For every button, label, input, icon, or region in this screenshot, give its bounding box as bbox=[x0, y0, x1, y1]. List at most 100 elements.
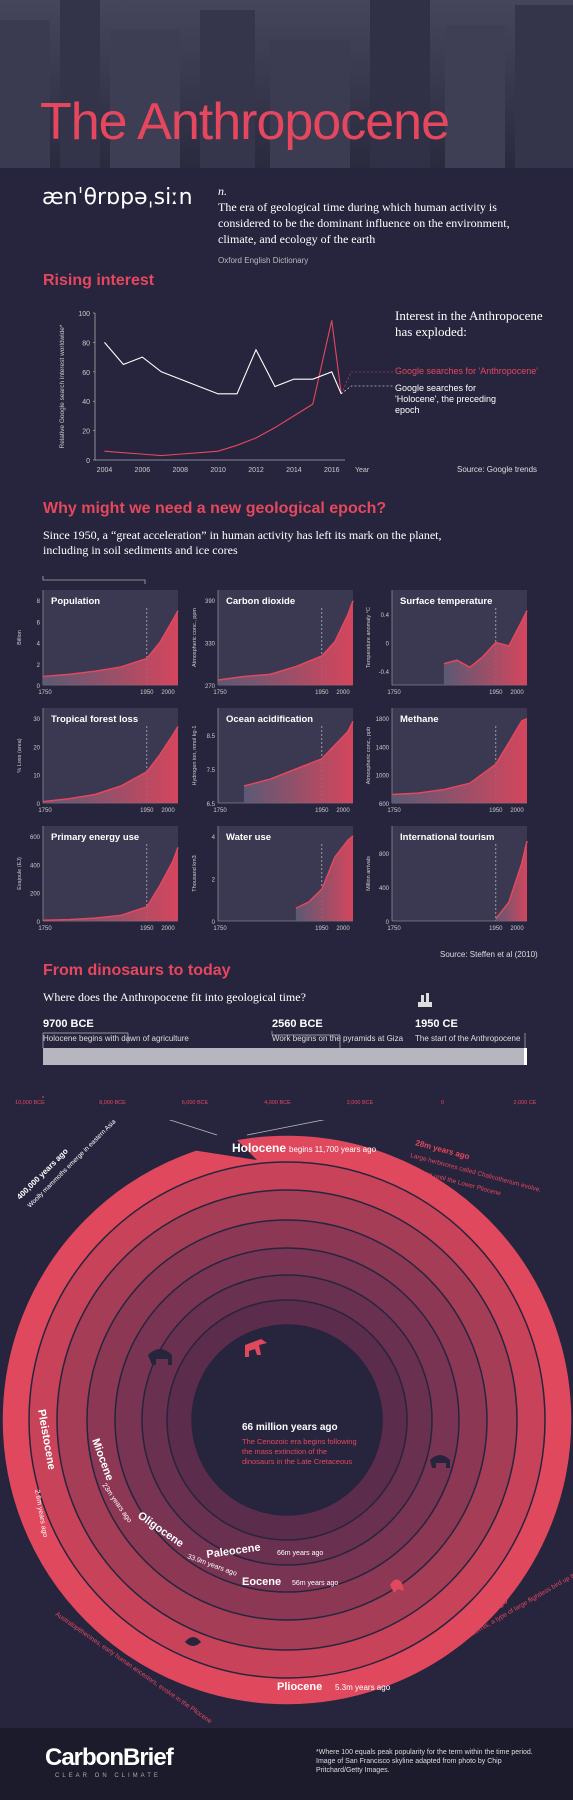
panel-x-tick: 1750 bbox=[387, 690, 401, 696]
axis-tick-label: 2,000 BCE bbox=[347, 1100, 374, 1106]
panel-area bbox=[43, 610, 178, 685]
panel-x-tick: 1750 bbox=[387, 808, 401, 814]
panel-x-tick: 1950 bbox=[489, 690, 503, 696]
event-holocene: 9700 BCE Holocene begins with dawn of ag… bbox=[43, 1018, 189, 1043]
axis-tick-label: 8,000 BCE bbox=[99, 1100, 126, 1106]
panel-y-label: % Loss (area) bbox=[17, 738, 23, 772]
x-tick-label: 2016 bbox=[324, 467, 340, 474]
panel-y-tick: 2 bbox=[37, 663, 41, 669]
panel-x-tick: 1950 bbox=[140, 808, 154, 814]
axis-tick-label: 0 bbox=[441, 1100, 444, 1106]
skull-icon bbox=[185, 1637, 201, 1646]
event-desc: Work begins on the pyramids at Giza bbox=[272, 1034, 404, 1043]
panel-y-tick: 270 bbox=[205, 684, 216, 690]
y-tick-label: 20 bbox=[82, 429, 90, 436]
panel-x-tick: 2000 bbox=[336, 926, 350, 932]
pliocene-sublabel: 5.3m years ago bbox=[335, 1683, 391, 1692]
epoch-heading: Why might we need a new geological epoch… bbox=[43, 500, 387, 517]
factory-icon bbox=[418, 993, 432, 1007]
panel-line bbox=[42, 610, 179, 678]
panel-x-tick: 2000 bbox=[336, 690, 350, 696]
panel-y-tick: 20 bbox=[33, 745, 40, 751]
epoch-source: Source: Steffen et al (2010) bbox=[440, 950, 538, 959]
panel-bg bbox=[392, 826, 527, 921]
panel-x-tick: 2000 bbox=[510, 926, 524, 932]
panel-title: Ocean acidification bbox=[226, 714, 313, 725]
panel-y-tick: 800 bbox=[379, 852, 390, 858]
rising-source: Source: Google trends bbox=[457, 465, 538, 474]
panel-line bbox=[295, 835, 354, 909]
panel-x-tick: 1750 bbox=[38, 926, 52, 932]
panel-line bbox=[243, 721, 354, 787]
x-tick-label: 2006 bbox=[135, 467, 151, 474]
panel-x-tick: 2000 bbox=[510, 690, 524, 696]
panel-x-tick: 1950 bbox=[315, 926, 329, 932]
legend-leader bbox=[341, 385, 393, 395]
geological-rings: Holocene begins 11,700 years agoPleistoce… bbox=[1, 1120, 573, 1725]
panel-y-tick: 0 bbox=[37, 802, 41, 808]
panel-y-tick: 0.4 bbox=[381, 613, 390, 619]
annotation-400k-desc: Woolly mammoths emerge in eastern Asia bbox=[26, 1120, 117, 1209]
panel-y-tick: 2 bbox=[212, 878, 216, 884]
dinosaur-icon bbox=[245, 1339, 267, 1357]
panel-x-tick: 2000 bbox=[336, 808, 350, 814]
panel-x-tick: 1750 bbox=[213, 690, 227, 696]
panel-y-tick: 400 bbox=[379, 886, 390, 892]
panel-y-tick: 600 bbox=[379, 802, 390, 808]
panel-y-label: Atmospheric conc., ppm bbox=[192, 608, 198, 667]
panel-title: Methane bbox=[400, 714, 439, 725]
x-axis-label: Year bbox=[355, 467, 370, 474]
skyline-image bbox=[0, 0, 573, 168]
y-tick-label: 40 bbox=[82, 399, 90, 406]
panel-title: Primary energy use bbox=[51, 832, 139, 843]
legend-leader bbox=[340, 371, 393, 394]
part-of-speech: n. bbox=[218, 184, 227, 198]
panel-x-tick: 1950 bbox=[140, 926, 154, 932]
panel-area bbox=[43, 726, 178, 803]
eocene-sublabel: 56m years ago bbox=[292, 1580, 338, 1587]
panel-x-tick: 1750 bbox=[213, 926, 227, 932]
panel-line bbox=[42, 726, 179, 803]
panel-y-label: Exajoule (EJ) bbox=[17, 857, 23, 890]
definition-block: n. The era of geological time during whi… bbox=[218, 183, 518, 269]
event-desc: The start of the Anthropocene bbox=[415, 1034, 521, 1043]
panel-y-label: Thousand km3 bbox=[192, 855, 198, 891]
event-date: 1950 CE bbox=[415, 1018, 458, 1030]
x-tick-label: 2008 bbox=[172, 467, 188, 474]
zoom-line bbox=[168, 1120, 218, 1136]
panel-y-tick: 330 bbox=[205, 642, 216, 648]
y-tick-label: 0 bbox=[86, 458, 90, 465]
panel-area bbox=[392, 718, 527, 803]
epoch-lead: Since 1950, a “great acceleration” in hu… bbox=[43, 528, 442, 557]
panel-x-tick: 1750 bbox=[387, 926, 401, 932]
timeline-bar bbox=[43, 1048, 526, 1065]
panel-x-tick: 1950 bbox=[489, 926, 503, 932]
rising-heading: Rising interest bbox=[43, 272, 155, 289]
panel-line bbox=[495, 840, 528, 920]
pliocene-label: Pliocene bbox=[277, 1681, 322, 1693]
zoom-line bbox=[246, 1120, 325, 1136]
eocene-label: Eocene bbox=[242, 1576, 281, 1588]
event-date: 9700 BCE bbox=[43, 1018, 94, 1030]
panel-x-tick: 2000 bbox=[161, 690, 175, 696]
epoch-ring bbox=[191, 1324, 383, 1516]
panel-y-tick: 200 bbox=[30, 892, 41, 898]
axis-tick-label: 2,000 CE bbox=[514, 1100, 537, 1106]
x-tick-label: 2012 bbox=[248, 467, 264, 474]
panel-x-tick: 1950 bbox=[315, 808, 329, 814]
holocene-sublabel: begins 11,700 years ago bbox=[289, 1145, 377, 1154]
header-banner: The Anthropocene bbox=[0, 0, 573, 168]
panel-y-tick: 600 bbox=[30, 835, 41, 841]
panel-y-tick: 10 bbox=[33, 774, 40, 780]
panel-y-tick: 4 bbox=[37, 642, 41, 648]
panel-y-label: Atmospheric conc., ppb bbox=[366, 727, 372, 784]
panel-x-tick: 1750 bbox=[213, 808, 227, 814]
x-tick-label: 2004 bbox=[97, 467, 113, 474]
panel-y-tick: 4 bbox=[212, 835, 216, 841]
timeline-heading: From dinosaurs to today bbox=[43, 962, 231, 979]
brand-logo: CarbonBrief bbox=[45, 1744, 174, 1771]
definition-text: The era of geological time during which … bbox=[218, 200, 510, 246]
panel-y-label: Billion bbox=[17, 630, 23, 645]
panel-x-tick: 2000 bbox=[161, 926, 175, 932]
panel-y-tick: 0 bbox=[386, 920, 390, 926]
